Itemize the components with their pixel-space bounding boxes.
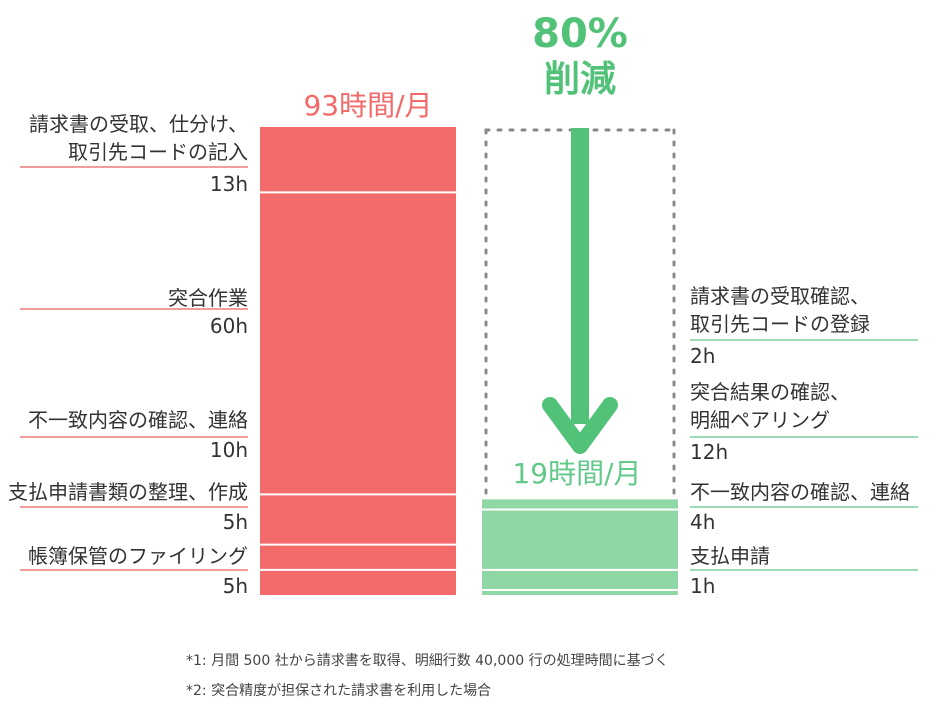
before-label-receiving-line1: 請求書の受取、仕分け、 [29,112,248,136]
before-bar-segment-4 [260,569,456,595]
before-label-mismatch: 不一致内容の確認、連絡 [28,408,248,432]
reduction-arrow-shaft [571,128,589,424]
before-label-receiving-line2: 取引先コードの記入 [68,140,248,164]
before-bar-segment-2 [260,494,456,545]
before-label-payment-docs: 支払申請書類の整理、作成 [8,480,248,504]
before-hours-mismatch: 10h [209,438,248,462]
footnote-2: *2: 突合精度が担保された請求書を利用した場合 [186,683,492,699]
before-hours-payment-docs: 5h [222,510,248,534]
after-label-receiving: 請求書の受取確認、 取引先コードの登録 [690,282,930,338]
after-bar-segment-1 [482,509,678,570]
before-total-label: 93時間/月 [303,89,433,122]
after-bar-segment-0 [482,499,678,510]
reduction-arrow-head [542,397,618,454]
before-hours-matching: 60h [209,314,248,338]
after-label-matching-line2: 明細ペアリング [690,408,830,432]
after-bar-segment-3 [482,589,678,595]
after-label-receiving-line1: 請求書の受取確認、 [690,284,870,308]
before-label-receiving: 請求書の受取、仕分け、 取引先コードの記入 [0,110,248,166]
after-hours-payment: 1h [690,574,716,598]
reduction-text: 削減 [543,59,616,100]
after-label-receiving-line2: 取引先コードの登録 [690,312,870,336]
after-label-matching: 突合結果の確認、 明細ペアリング [690,378,930,434]
after-bar-segment-2 [482,569,678,590]
after-label-matching-line1: 突合結果の確認、 [690,380,850,404]
after-hours-mismatch: 4h [690,510,716,534]
before-label-filing: 帳簿保管のファイリング [28,544,248,568]
before-hours-filing: 5h [222,574,248,598]
after-total-label: 19時間/月 [512,457,642,490]
after-hours-matching: 12h [690,440,729,464]
after-label-payment: 支払申請 [690,544,770,568]
after-label-mismatch: 不一致内容の確認、連絡 [690,480,910,504]
reduction-percent: 80% [532,11,628,57]
after-hours-receiving: 2h [690,344,716,368]
footnote-1: *1: 月間 500 社から請求書を取得、明細行数 40,000 行の処理時間に… [186,653,669,669]
before-label-matching: 突合作業 [168,286,248,310]
before-hours-receiving: 13h [209,172,248,196]
before-bar-segment-3 [260,544,456,570]
before-bar-segment-0 [260,127,456,193]
before-bar-segment-1 [260,192,456,495]
